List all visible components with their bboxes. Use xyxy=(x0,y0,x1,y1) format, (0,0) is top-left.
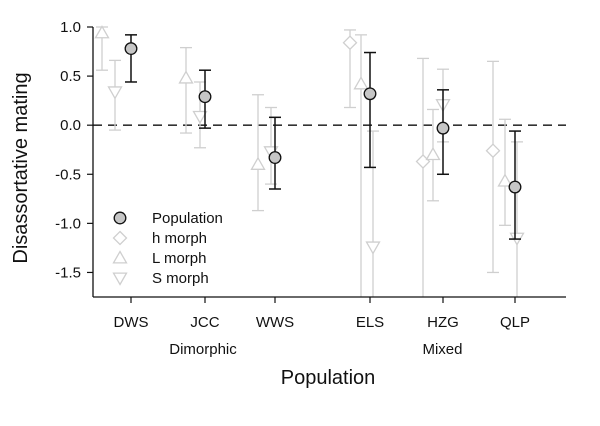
l-morph-point xyxy=(250,156,266,170)
y-tick-label: 0.5 xyxy=(60,68,81,85)
legend-marker xyxy=(113,211,127,225)
y-tick-label: -1.0 xyxy=(55,215,81,232)
legend-label: L morph xyxy=(152,250,206,267)
population-point xyxy=(508,180,522,194)
s-morph-point xyxy=(107,86,123,100)
population-point xyxy=(268,151,282,165)
y-tick-label: -0.5 xyxy=(55,166,81,183)
legend-marker xyxy=(112,250,128,264)
legend-label: h morph xyxy=(152,230,207,247)
population-point xyxy=(124,42,138,56)
legend-label: S morph xyxy=(152,270,209,287)
x-tick-label: DWS xyxy=(114,314,149,331)
x-axis-label: Population xyxy=(281,367,376,389)
l-morph-point xyxy=(353,76,369,90)
plot-area xyxy=(93,25,566,297)
x-tick-label: ELS xyxy=(356,314,384,331)
l-morph-point xyxy=(497,173,513,187)
l-morph-point xyxy=(425,146,441,161)
legend-label: Population xyxy=(152,210,223,227)
l-morph-point xyxy=(94,25,110,39)
legend-marker xyxy=(112,272,128,286)
y-tick-label: 0.0 xyxy=(60,117,81,134)
h-morph-point xyxy=(342,35,358,51)
legend-marker xyxy=(112,230,128,246)
axes: 1.0 0.5 0.0 -0.5 -1.0 -1.5 DWS JCC WWS ELS HZG QLP D… xyxy=(55,19,566,358)
group-label: Dimorphic xyxy=(169,341,237,358)
legend: Population h morph L morph S morph xyxy=(112,210,223,287)
x-tick-label: WWS xyxy=(256,314,294,331)
population-point xyxy=(198,90,212,104)
l-morph-point xyxy=(178,70,194,84)
x-tick-label: JCC xyxy=(190,314,219,331)
s-morph-point xyxy=(192,110,208,125)
s-morph-point xyxy=(365,241,381,255)
h-morph-point xyxy=(485,143,501,159)
population-point xyxy=(436,121,450,135)
y-tick-label: -1.5 xyxy=(55,264,81,281)
population-point xyxy=(363,87,377,101)
x-tick-label: HZG xyxy=(427,314,459,331)
x-tick-label: QLP xyxy=(500,314,530,331)
group-label: Mixed xyxy=(422,341,462,358)
y-axis-label: Disassortative mating xyxy=(10,72,32,263)
y-tick-label: 1.0 xyxy=(60,19,81,36)
